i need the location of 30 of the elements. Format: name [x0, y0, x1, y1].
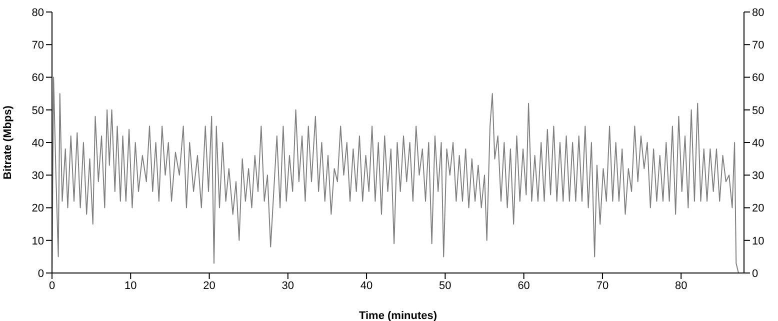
y-tick-label: 30 — [32, 170, 44, 182]
x-tick-label: 10 — [124, 280, 137, 292]
y-tick-label: 20 — [32, 202, 44, 215]
y-tick-label: 70 — [32, 40, 44, 52]
y-tick-label: 50 — [32, 104, 44, 117]
line-series — [52, 76, 742, 273]
x-tick-label: 0 — [48, 280, 56, 292]
y2-tick-label: 20 — [752, 202, 764, 215]
y-tick-label: 80 — [32, 6, 44, 19]
x-tick-label: 40 — [360, 280, 373, 292]
y2-tick-label: 50 — [752, 104, 764, 117]
x-axis-title: Time (minutes) — [358, 310, 438, 321]
y2-tick-label: 70 — [752, 40, 764, 52]
x-tick-label: 50 — [439, 280, 452, 292]
y-axis-title: Bitrate (Mbps) — [2, 105, 14, 180]
x-tick-label: 20 — [203, 280, 216, 292]
y2-tick-label: 40 — [752, 137, 764, 150]
y-tick-label: 60 — [32, 72, 44, 84]
y-tick-label: 10 — [32, 235, 44, 248]
y-tick-label: 40 — [32, 137, 44, 150]
y2-tick-label: 10 — [752, 235, 764, 248]
y2-tick-label: 60 — [752, 72, 764, 84]
y2-tick-label: 0 — [752, 268, 758, 280]
x-tick-label: 70 — [596, 280, 609, 292]
y2-tick-label: 30 — [752, 170, 764, 182]
y2-tick-label: 80 — [752, 6, 764, 19]
x-tick-label: 60 — [518, 280, 530, 292]
x-tick-label: 30 — [282, 280, 294, 292]
y-tick-label: 0 — [38, 268, 44, 280]
x-tick-label: 80 — [674, 280, 688, 292]
